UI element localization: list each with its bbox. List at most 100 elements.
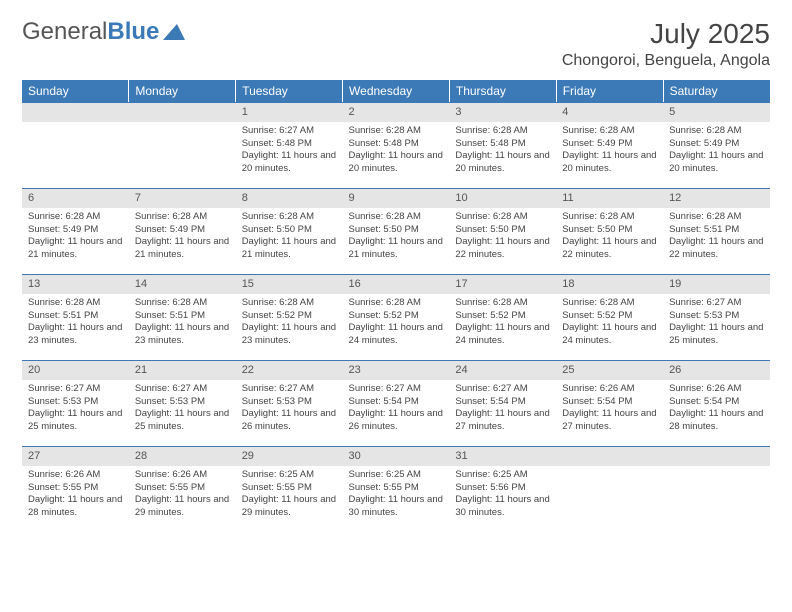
weekday-header: Sunday <box>22 80 129 102</box>
daylight-text: Daylight: 11 hours and 20 minutes. <box>242 150 337 176</box>
day-number <box>129 102 236 122</box>
sunset-text: Sunset: 5:52 PM <box>242 310 337 323</box>
day-number: 9 <box>343 188 450 208</box>
sunset-text: Sunset: 5:51 PM <box>28 310 123 323</box>
sunset-text: Sunset: 5:54 PM <box>562 396 657 409</box>
sunrise-text: Sunrise: 6:26 AM <box>135 469 230 482</box>
day-content: Sunrise: 6:26 AMSunset: 5:55 PMDaylight:… <box>129 466 236 524</box>
calendar-cell: 29Sunrise: 6:25 AMSunset: 5:55 PMDayligh… <box>236 446 343 532</box>
weekday-row: SundayMondayTuesdayWednesdayThursdayFrid… <box>22 80 770 102</box>
day-number: 18 <box>556 274 663 294</box>
day-number: 4 <box>556 102 663 122</box>
calendar-cell: 3Sunrise: 6:28 AMSunset: 5:48 PMDaylight… <box>449 102 556 188</box>
day-content: Sunrise: 6:26 AMSunset: 5:54 PMDaylight:… <box>556 380 663 438</box>
day-number <box>22 102 129 122</box>
sunrise-text: Sunrise: 6:25 AM <box>242 469 337 482</box>
calendar-cell: 21Sunrise: 6:27 AMSunset: 5:53 PMDayligh… <box>129 360 236 446</box>
calendar-cell: 13Sunrise: 6:28 AMSunset: 5:51 PMDayligh… <box>22 274 129 360</box>
daylight-text: Daylight: 11 hours and 21 minutes. <box>28 236 123 262</box>
daylight-text: Daylight: 11 hours and 25 minutes. <box>669 322 764 348</box>
day-content: Sunrise: 6:25 AMSunset: 5:56 PMDaylight:… <box>449 466 556 524</box>
sunset-text: Sunset: 5:55 PM <box>28 482 123 495</box>
daylight-text: Daylight: 11 hours and 20 minutes. <box>562 150 657 176</box>
day-number: 20 <box>22 360 129 380</box>
sunset-text: Sunset: 5:48 PM <box>455 138 550 151</box>
sunrise-text: Sunrise: 6:28 AM <box>455 211 550 224</box>
sunset-text: Sunset: 5:53 PM <box>242 396 337 409</box>
sunset-text: Sunset: 5:50 PM <box>349 224 444 237</box>
sunrise-text: Sunrise: 6:27 AM <box>28 383 123 396</box>
sunrise-text: Sunrise: 6:27 AM <box>669 297 764 310</box>
day-content: Sunrise: 6:28 AMSunset: 5:51 PMDaylight:… <box>663 208 770 266</box>
calendar-cell: 2Sunrise: 6:28 AMSunset: 5:48 PMDaylight… <box>343 102 450 188</box>
sunrise-text: Sunrise: 6:28 AM <box>349 125 444 138</box>
day-number: 27 <box>22 446 129 466</box>
calendar-cell: 11Sunrise: 6:28 AMSunset: 5:50 PMDayligh… <box>556 188 663 274</box>
day-content: Sunrise: 6:27 AMSunset: 5:53 PMDaylight:… <box>129 380 236 438</box>
day-content: Sunrise: 6:28 AMSunset: 5:50 PMDaylight:… <box>556 208 663 266</box>
sunrise-text: Sunrise: 6:27 AM <box>242 125 337 138</box>
day-number <box>556 446 663 466</box>
daylight-text: Daylight: 11 hours and 23 minutes. <box>242 322 337 348</box>
day-number: 7 <box>129 188 236 208</box>
sunrise-text: Sunrise: 6:28 AM <box>28 211 123 224</box>
calendar-cell: 1Sunrise: 6:27 AMSunset: 5:48 PMDaylight… <box>236 102 343 188</box>
daylight-text: Daylight: 11 hours and 23 minutes. <box>28 322 123 348</box>
calendar-cell: 23Sunrise: 6:27 AMSunset: 5:54 PMDayligh… <box>343 360 450 446</box>
day-number: 8 <box>236 188 343 208</box>
day-number: 10 <box>449 188 556 208</box>
logo: GeneralBlue <box>22 18 185 46</box>
calendar-cell: 12Sunrise: 6:28 AMSunset: 5:51 PMDayligh… <box>663 188 770 274</box>
calendar-cell: 27Sunrise: 6:26 AMSunset: 5:55 PMDayligh… <box>22 446 129 532</box>
day-number: 5 <box>663 102 770 122</box>
day-content: Sunrise: 6:28 AMSunset: 5:51 PMDaylight:… <box>22 294 129 352</box>
day-content: Sunrise: 6:28 AMSunset: 5:50 PMDaylight:… <box>449 208 556 266</box>
sunset-text: Sunset: 5:48 PM <box>349 138 444 151</box>
calendar-table: SundayMondayTuesdayWednesdayThursdayFrid… <box>22 80 770 532</box>
daylight-text: Daylight: 11 hours and 20 minutes. <box>349 150 444 176</box>
day-number: 12 <box>663 188 770 208</box>
day-content: Sunrise: 6:27 AMSunset: 5:53 PMDaylight:… <box>22 380 129 438</box>
sunrise-text: Sunrise: 6:28 AM <box>669 125 764 138</box>
sunset-text: Sunset: 5:54 PM <box>669 396 764 409</box>
location: Chongoroi, Benguela, Angola <box>562 52 770 70</box>
sunset-text: Sunset: 5:48 PM <box>242 138 337 151</box>
calendar-cell: 19Sunrise: 6:27 AMSunset: 5:53 PMDayligh… <box>663 274 770 360</box>
daylight-text: Daylight: 11 hours and 21 minutes. <box>135 236 230 262</box>
sunrise-text: Sunrise: 6:28 AM <box>242 297 337 310</box>
daylight-text: Daylight: 11 hours and 28 minutes. <box>28 494 123 520</box>
daylight-text: Daylight: 11 hours and 27 minutes. <box>455 408 550 434</box>
day-number: 24 <box>449 360 556 380</box>
sunrise-text: Sunrise: 6:27 AM <box>455 383 550 396</box>
calendar-cell: 25Sunrise: 6:26 AMSunset: 5:54 PMDayligh… <box>556 360 663 446</box>
sunset-text: Sunset: 5:50 PM <box>242 224 337 237</box>
calendar-head: SundayMondayTuesdayWednesdayThursdayFrid… <box>22 80 770 102</box>
day-number: 21 <box>129 360 236 380</box>
weekday-header: Saturday <box>663 80 770 102</box>
calendar-row: 20Sunrise: 6:27 AMSunset: 5:53 PMDayligh… <box>22 360 770 446</box>
day-number: 15 <box>236 274 343 294</box>
sunrise-text: Sunrise: 6:25 AM <box>349 469 444 482</box>
sunrise-text: Sunrise: 6:26 AM <box>669 383 764 396</box>
sunset-text: Sunset: 5:51 PM <box>135 310 230 323</box>
sunset-text: Sunset: 5:54 PM <box>455 396 550 409</box>
calendar-body: 1Sunrise: 6:27 AMSunset: 5:48 PMDaylight… <box>22 102 770 532</box>
daylight-text: Daylight: 11 hours and 26 minutes. <box>349 408 444 434</box>
sunrise-text: Sunrise: 6:28 AM <box>135 211 230 224</box>
day-number: 17 <box>449 274 556 294</box>
day-content: Sunrise: 6:26 AMSunset: 5:54 PMDaylight:… <box>663 380 770 438</box>
day-content: Sunrise: 6:27 AMSunset: 5:54 PMDaylight:… <box>449 380 556 438</box>
daylight-text: Daylight: 11 hours and 24 minutes. <box>455 322 550 348</box>
calendar-cell: 16Sunrise: 6:28 AMSunset: 5:52 PMDayligh… <box>343 274 450 360</box>
calendar-cell: 28Sunrise: 6:26 AMSunset: 5:55 PMDayligh… <box>129 446 236 532</box>
sunrise-text: Sunrise: 6:28 AM <box>455 125 550 138</box>
sunrise-text: Sunrise: 6:28 AM <box>349 297 444 310</box>
sunrise-text: Sunrise: 6:28 AM <box>562 211 657 224</box>
calendar-cell: 18Sunrise: 6:28 AMSunset: 5:52 PMDayligh… <box>556 274 663 360</box>
daylight-text: Daylight: 11 hours and 24 minutes. <box>562 322 657 348</box>
calendar-cell: 4Sunrise: 6:28 AMSunset: 5:49 PMDaylight… <box>556 102 663 188</box>
weekday-header: Friday <box>556 80 663 102</box>
sunset-text: Sunset: 5:51 PM <box>669 224 764 237</box>
calendar-cell: 8Sunrise: 6:28 AMSunset: 5:50 PMDaylight… <box>236 188 343 274</box>
daylight-text: Daylight: 11 hours and 22 minutes. <box>562 236 657 262</box>
